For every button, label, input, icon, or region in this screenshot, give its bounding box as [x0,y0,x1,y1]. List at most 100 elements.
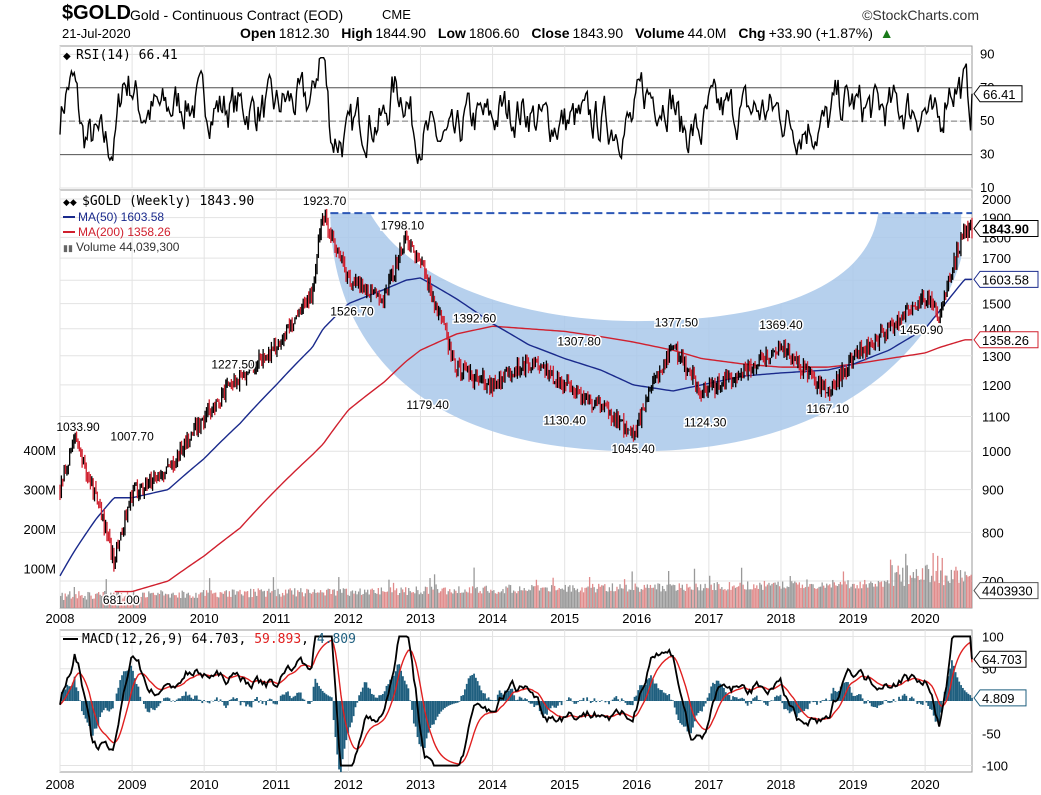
volume-bar [712,589,714,608]
volume-bar [163,595,165,608]
volume-bar [734,587,737,608]
volume-bar [418,594,421,608]
macd-value-tag [973,650,1027,668]
volume-bar [920,579,922,608]
volume-bar [183,591,185,608]
volume-bar [370,589,372,608]
volume-bar [391,592,393,608]
high-value: 1844.90 [375,25,426,41]
volume-bar [145,597,147,608]
volume-bar [832,579,834,608]
volume-bar [593,587,595,608]
volume-bar [240,594,243,608]
price-legend-title: $GOLD (Weekly) 1843.90 [82,194,254,209]
volume-bar [294,588,296,608]
volume-bar [663,588,665,608]
volume-bar [392,582,395,608]
volume-bar [519,586,521,608]
volume-bar [745,589,747,608]
volume-bar [961,577,963,608]
volume-bar [514,591,516,608]
volume-bar [582,592,585,608]
x-axis-label: 2019 [839,777,868,792]
price-annotation: 1007.70 [110,429,154,443]
volume-bar [560,589,562,608]
volume-bar [283,595,285,608]
price-annotation: 1307.80 [557,335,601,349]
ohlc-summary: Open 1812.30 High 1844.90 Low 1806.60 Close… [232,25,894,41]
volume-bar [154,594,156,608]
volume-bar [88,592,91,608]
volume-bar [512,590,515,608]
source-logo[interactable]: ©StockCharts.com [862,7,979,23]
volume-bar [213,592,215,608]
volume-bar [777,581,779,608]
volume-bar [326,589,328,608]
volume-bar [344,588,346,608]
volume-bar [239,589,241,608]
volume-bar [136,596,138,608]
volume-bar [882,586,884,608]
volume-bar [964,571,966,608]
volume-bar [896,572,898,608]
volume-bar [397,595,399,608]
volume-bar [433,574,436,608]
volume-bar [716,582,718,608]
volume-bar [415,586,417,608]
volume-bar [823,585,825,608]
volume-bar [544,587,547,608]
volume-bar [208,578,211,608]
volume-bar [750,589,752,608]
volume-bar [628,589,630,608]
volume-bar [528,589,530,608]
volume-bar [643,584,645,608]
volume-bar [257,588,259,608]
volume-bar [850,586,852,608]
volume-bar [774,582,776,608]
volume-bar [345,588,348,608]
volume-bar [563,589,565,608]
price-annotation: 1167.10 [807,402,850,416]
volume-bar [596,588,598,608]
volume-bar [338,577,340,608]
volume-bar [759,582,761,608]
x-axis-label: 2014 [478,777,507,792]
volume-bar [535,579,538,608]
volume-bar [736,587,738,608]
volume-bar [801,584,804,608]
volume-bar [894,572,896,608]
volume-bar [382,591,384,608]
volume-bar [944,575,946,608]
volume-bar [930,575,933,608]
volume-bar [576,588,579,608]
volume-bar [623,579,626,608]
volume-bar [818,586,820,608]
volume-bar [218,597,220,608]
volume-bar [908,584,910,608]
volume-bar [598,583,600,608]
volume-bar [505,586,507,608]
volume-bar [341,592,343,608]
volume-bar [689,586,691,608]
macd-line [59,635,973,767]
price-annotation: 1033.90 [56,420,100,434]
volume-bar [444,587,446,608]
volume-bar [642,589,644,608]
volume-bar [497,591,500,608]
volume-bar [128,594,130,608]
volume-bar [891,565,893,608]
x-axes: 2008 2008 2009 2009 2010 2010 2011 2011 2012 2012… [46,611,940,792]
volume-bar [467,592,469,608]
volume-bar [385,592,387,608]
volume-bar [917,575,919,608]
volume-bar [503,593,506,608]
volume-bar [481,593,483,608]
volume-bar [633,590,635,608]
volume-bar [98,592,100,608]
volume-bar [423,591,425,608]
close-value: 1843.90 [572,25,624,41]
volume-bar [408,587,410,608]
volume-bar [640,589,642,608]
price-tick-label: 1500 [982,297,1011,312]
